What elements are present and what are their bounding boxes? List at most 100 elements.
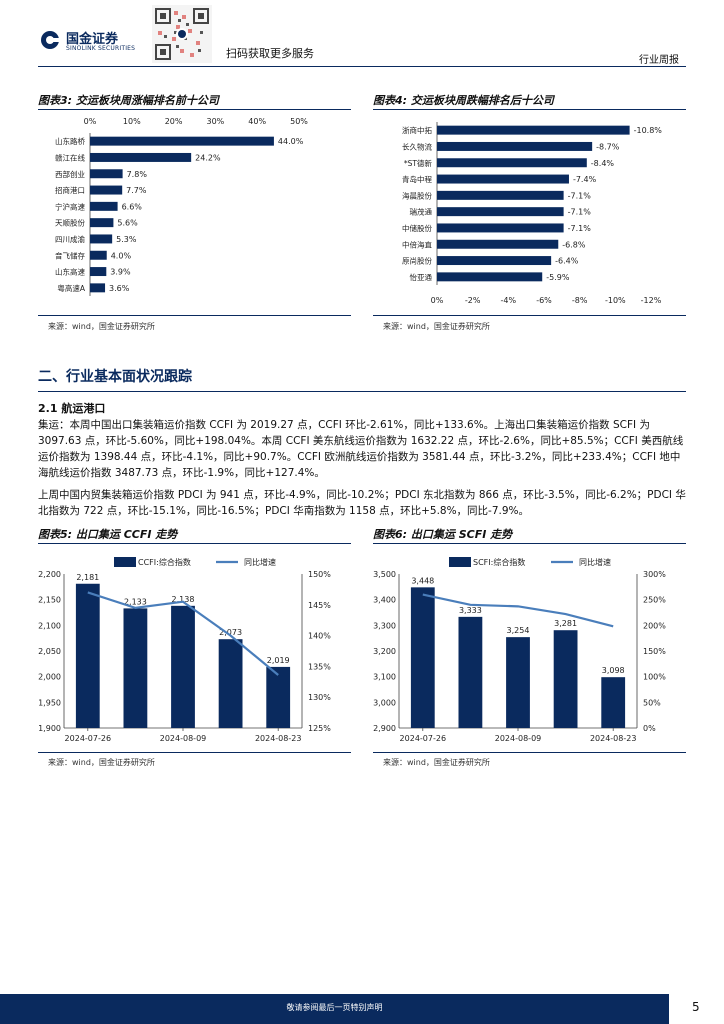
bar bbox=[437, 125, 630, 135]
category-label: 西部创业 bbox=[55, 169, 85, 179]
category-label: 招商港口 bbox=[55, 185, 85, 195]
left-tick-label: 2,900 bbox=[373, 724, 396, 733]
fig5-title: 图表5: 出口集运 CCFI 走势 bbox=[38, 528, 178, 541]
legend-line-label: 同比增速 bbox=[244, 557, 276, 567]
fig6-title-rule bbox=[373, 543, 686, 544]
legend-line-label: 同比增速 bbox=[579, 557, 611, 567]
category-label: 宁沪高速 bbox=[55, 201, 85, 211]
bar bbox=[506, 637, 530, 728]
right-tick-label: 150% bbox=[308, 570, 331, 579]
x-tick-label: 40% bbox=[248, 117, 266, 126]
paragraph-container-freight: 集运：本周中国出口集装箱运价指数 CCFI 为 2019.27 点，CCFI 环… bbox=[38, 419, 684, 479]
fig5-chart: CCFI:综合指数 同比增速 1,900 1,950 2,000 2,050 2,100 2,… bbox=[38, 557, 331, 743]
x-tick-label: 0% bbox=[431, 296, 444, 305]
bar bbox=[90, 136, 274, 146]
bar bbox=[601, 677, 626, 728]
value-label: 3.9% bbox=[110, 268, 131, 277]
bar-value-label: 2,133 bbox=[124, 597, 147, 606]
value-label: -10.8% bbox=[634, 126, 663, 135]
x-tick-label: -12% bbox=[641, 296, 662, 305]
value-label: 5.6% bbox=[117, 219, 138, 228]
right-tick-label: 300% bbox=[643, 570, 666, 579]
right-tick-label: 140% bbox=[308, 632, 331, 641]
fig3-title-rule bbox=[38, 109, 351, 110]
value-label: -6.4% bbox=[555, 257, 579, 266]
bar-value-label: 2,019 bbox=[267, 656, 290, 665]
x-tick-label: 2024-08-23 bbox=[255, 734, 302, 743]
left-tick-label: 3,200 bbox=[373, 647, 396, 656]
header: 国金证券 SINOLINK SECURITIES 扫码获取更多服务 行业周报 bbox=[0, 0, 724, 68]
category-label: 四川成渝 bbox=[55, 234, 85, 244]
category-label: *ST德新 bbox=[404, 158, 433, 168]
value-label: 5.3% bbox=[116, 235, 137, 244]
left-tick-label: 1,900 bbox=[38, 724, 61, 733]
left-tick-label: 3,400 bbox=[373, 596, 396, 605]
legend-bar-swatch bbox=[114, 557, 136, 567]
right-tick-label: 200% bbox=[643, 621, 666, 630]
value-label: -7.1% bbox=[568, 224, 592, 233]
bar-value-label: 3,254 bbox=[507, 626, 530, 635]
value-label: 7.7% bbox=[126, 186, 147, 195]
left-tick-label: 2,050 bbox=[38, 647, 61, 656]
header-divider bbox=[38, 66, 686, 67]
bar bbox=[90, 283, 106, 293]
category-label: 粤高速A bbox=[57, 283, 85, 293]
bar-value-label: 2,073 bbox=[219, 628, 242, 637]
brand-name-en: SINOLINK SECURITIES bbox=[66, 45, 136, 52]
left-tick-label: 2,150 bbox=[38, 596, 61, 605]
bar-value-label: 3,448 bbox=[411, 576, 434, 585]
section-title: 二、行业基本面状况跟踪 bbox=[38, 369, 192, 385]
right-tick-label: 125% bbox=[308, 724, 331, 733]
left-tick-label: 2,000 bbox=[38, 673, 61, 682]
right-tick-label: 145% bbox=[308, 601, 331, 610]
value-label: -7.1% bbox=[568, 191, 592, 200]
bar bbox=[458, 616, 483, 728]
fig3-title: 图表3: 交运板块周涨幅排名前十公司 bbox=[38, 94, 219, 107]
x-tick-label: 0% bbox=[84, 117, 97, 126]
subsection-title: 2.1 航运港口 bbox=[38, 402, 106, 415]
category-label: 浙商中拓 bbox=[402, 125, 432, 135]
x-tick-label: -8% bbox=[572, 296, 588, 305]
x-tick-label: 2024-08-23 bbox=[590, 734, 637, 743]
value-label: -5.9% bbox=[546, 273, 570, 282]
category-label: 怡亚通 bbox=[410, 272, 433, 282]
section-rule bbox=[38, 391, 686, 392]
category-label: 中储股份 bbox=[402, 223, 432, 233]
category-label: 赣江在线 bbox=[55, 152, 85, 162]
x-tick-label: 2024-07-26 bbox=[400, 734, 447, 743]
left-tick-label: 3,300 bbox=[373, 621, 396, 630]
fig3-source: 来源：wind，国金证券研究所 bbox=[48, 322, 155, 331]
bar bbox=[437, 158, 587, 168]
qr-code[interactable] bbox=[152, 5, 212, 63]
bar bbox=[410, 587, 435, 728]
category-label: 原尚股份 bbox=[402, 256, 432, 266]
fig3-bottom-rule bbox=[38, 315, 351, 316]
legend-bar-label: SCFI:综合指数 bbox=[473, 557, 525, 567]
report-type: 行业周报 bbox=[639, 55, 679, 66]
value-label: -7.4% bbox=[573, 175, 597, 184]
brand-name-cn: 国金证券 bbox=[66, 32, 119, 47]
footer-bar: 敬请参阅最后一页特别声明 bbox=[0, 994, 669, 1024]
fig6-source: 来源：wind，国金证券研究所 bbox=[383, 758, 490, 767]
x-tick-label: -4% bbox=[501, 296, 517, 305]
category-label: 海晨股份 bbox=[402, 190, 432, 200]
fig6-chart: SCFI:综合指数 同比增速 2,900 3,000 3,100 3,200 3,300 3,… bbox=[373, 557, 666, 743]
bar bbox=[437, 256, 552, 266]
x-tick-label: 2024-08-09 bbox=[160, 734, 207, 743]
right-tick-label: 135% bbox=[308, 662, 331, 671]
value-label: 44.0% bbox=[278, 137, 304, 146]
category-label: 音飞储存 bbox=[55, 250, 85, 260]
x-tick-label: 2024-07-26 bbox=[65, 734, 112, 743]
legend-bar-swatch bbox=[449, 557, 471, 567]
bar bbox=[75, 583, 100, 728]
bar bbox=[437, 190, 564, 200]
bar bbox=[266, 666, 291, 728]
bar bbox=[90, 152, 192, 162]
right-tick-label: 250% bbox=[643, 596, 666, 605]
x-tick-label: -2% bbox=[465, 296, 481, 305]
bar bbox=[437, 223, 564, 233]
bar bbox=[90, 234, 113, 244]
qr-caption: 扫码获取更多服务 bbox=[226, 47, 314, 60]
x-tick-label: -10% bbox=[605, 296, 626, 305]
bar bbox=[437, 272, 543, 282]
